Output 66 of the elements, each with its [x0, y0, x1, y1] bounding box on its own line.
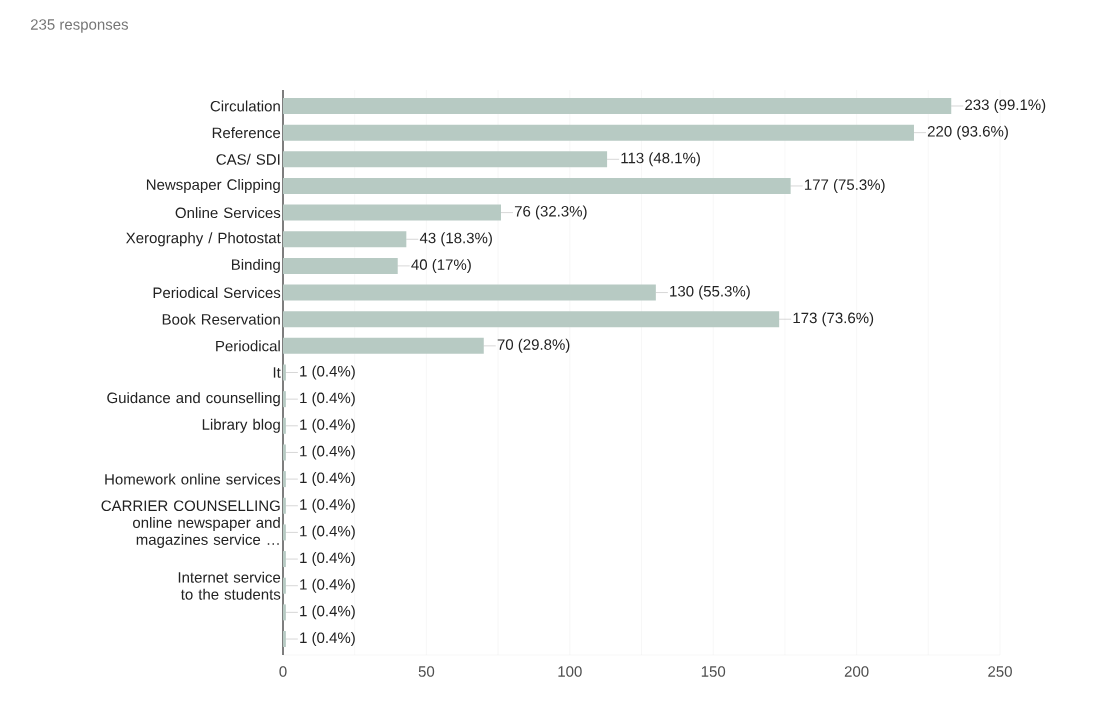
data-label: 177 (75.3%) — [804, 178, 885, 193]
data-label: 1 (0.4%) — [300, 605, 355, 620]
bar — [283, 577, 286, 594]
data-label: 43 (18.3%) — [419, 232, 492, 247]
x-tick-label: 150 — [701, 666, 726, 677]
data-label: 1 (0.4%) — [300, 472, 355, 487]
text: 235 responses — [30, 19, 129, 33]
data-label: 1 (0.4%) — [300, 552, 355, 567]
y-tick-label: Homework online services — [105, 473, 281, 485]
y-tick-label: Periodical — [216, 340, 280, 352]
bar — [283, 471, 286, 488]
data-label: 113 (48.1%) — [621, 152, 700, 167]
y-tick-label: Book Reservation — [162, 313, 280, 325]
data-label: 1 (0.4%) — [300, 525, 355, 540]
bar — [283, 391, 286, 408]
bar — [283, 177, 791, 194]
bar — [283, 257, 398, 274]
y-tick-label: CARRIER COUNSELLING — [101, 500, 280, 512]
y-tick-label: Binding — [231, 258, 280, 273]
bar — [283, 604, 286, 621]
x-tick-label: 0 — [279, 666, 287, 677]
y-tick-label: Internet service to the students — [178, 571, 281, 600]
y-tick-label: Library blog — [202, 418, 280, 433]
y-tick-label: It — [273, 367, 281, 378]
bar — [283, 204, 501, 221]
data-label: 1 (0.4%) — [300, 498, 355, 513]
y-tick-label: Xerography / Photostat — [126, 232, 281, 247]
bar — [283, 417, 286, 434]
bar — [283, 311, 780, 328]
data-label: 1 (0.4%) — [300, 418, 355, 433]
x-tick-label: 100 — [558, 666, 582, 677]
data-label: 1 (0.4%) — [300, 578, 355, 593]
y-tick-label: Circulation — [210, 100, 280, 112]
y-tick-label: online newspaper and magazines service … — [132, 516, 280, 548]
data-label: 40 (17%) — [411, 258, 471, 273]
y-tick-label: Guidance and counselling — [107, 392, 280, 407]
bar — [283, 444, 286, 461]
bar — [283, 524, 286, 541]
data-label: 220 (93.6%) — [927, 125, 1008, 140]
bar — [283, 337, 484, 354]
data-label: 233 (99.1%) — [965, 99, 1046, 113]
y-tick-label: CAS/ SDI — [216, 153, 280, 165]
data-label: 130 (55.3%) — [670, 285, 750, 300]
data-label: 1 (0.4%) — [300, 392, 355, 407]
bar — [283, 364, 286, 381]
bar — [283, 631, 286, 648]
bar — [283, 284, 656, 301]
data-label: 1 (0.4%) — [300, 632, 355, 647]
x-tick-label: 250 — [988, 666, 1012, 677]
data-label: 1 (0.4%) — [300, 445, 355, 460]
data-label: 173 (73.6%) — [793, 312, 874, 327]
bar — [283, 151, 608, 168]
bar — [283, 497, 286, 514]
y-tick-label: Newspaper Clipping — [146, 178, 280, 193]
x-tick-label: 200 — [844, 666, 869, 677]
bar — [283, 97, 952, 114]
bar — [283, 551, 286, 568]
data-label: 1 (0.4%) — [300, 365, 355, 380]
y-tick-label: Online Services — [175, 207, 281, 219]
bar — [283, 231, 407, 248]
y-tick-label: Periodical Services — [153, 287, 281, 299]
y-tick-label: Reference — [212, 127, 281, 139]
data-label: 70 (29.8%) — [497, 338, 570, 353]
bar — [283, 124, 914, 141]
data-label: 76 (32.3%) — [514, 205, 587, 220]
x-tick-label: 50 — [418, 666, 435, 677]
